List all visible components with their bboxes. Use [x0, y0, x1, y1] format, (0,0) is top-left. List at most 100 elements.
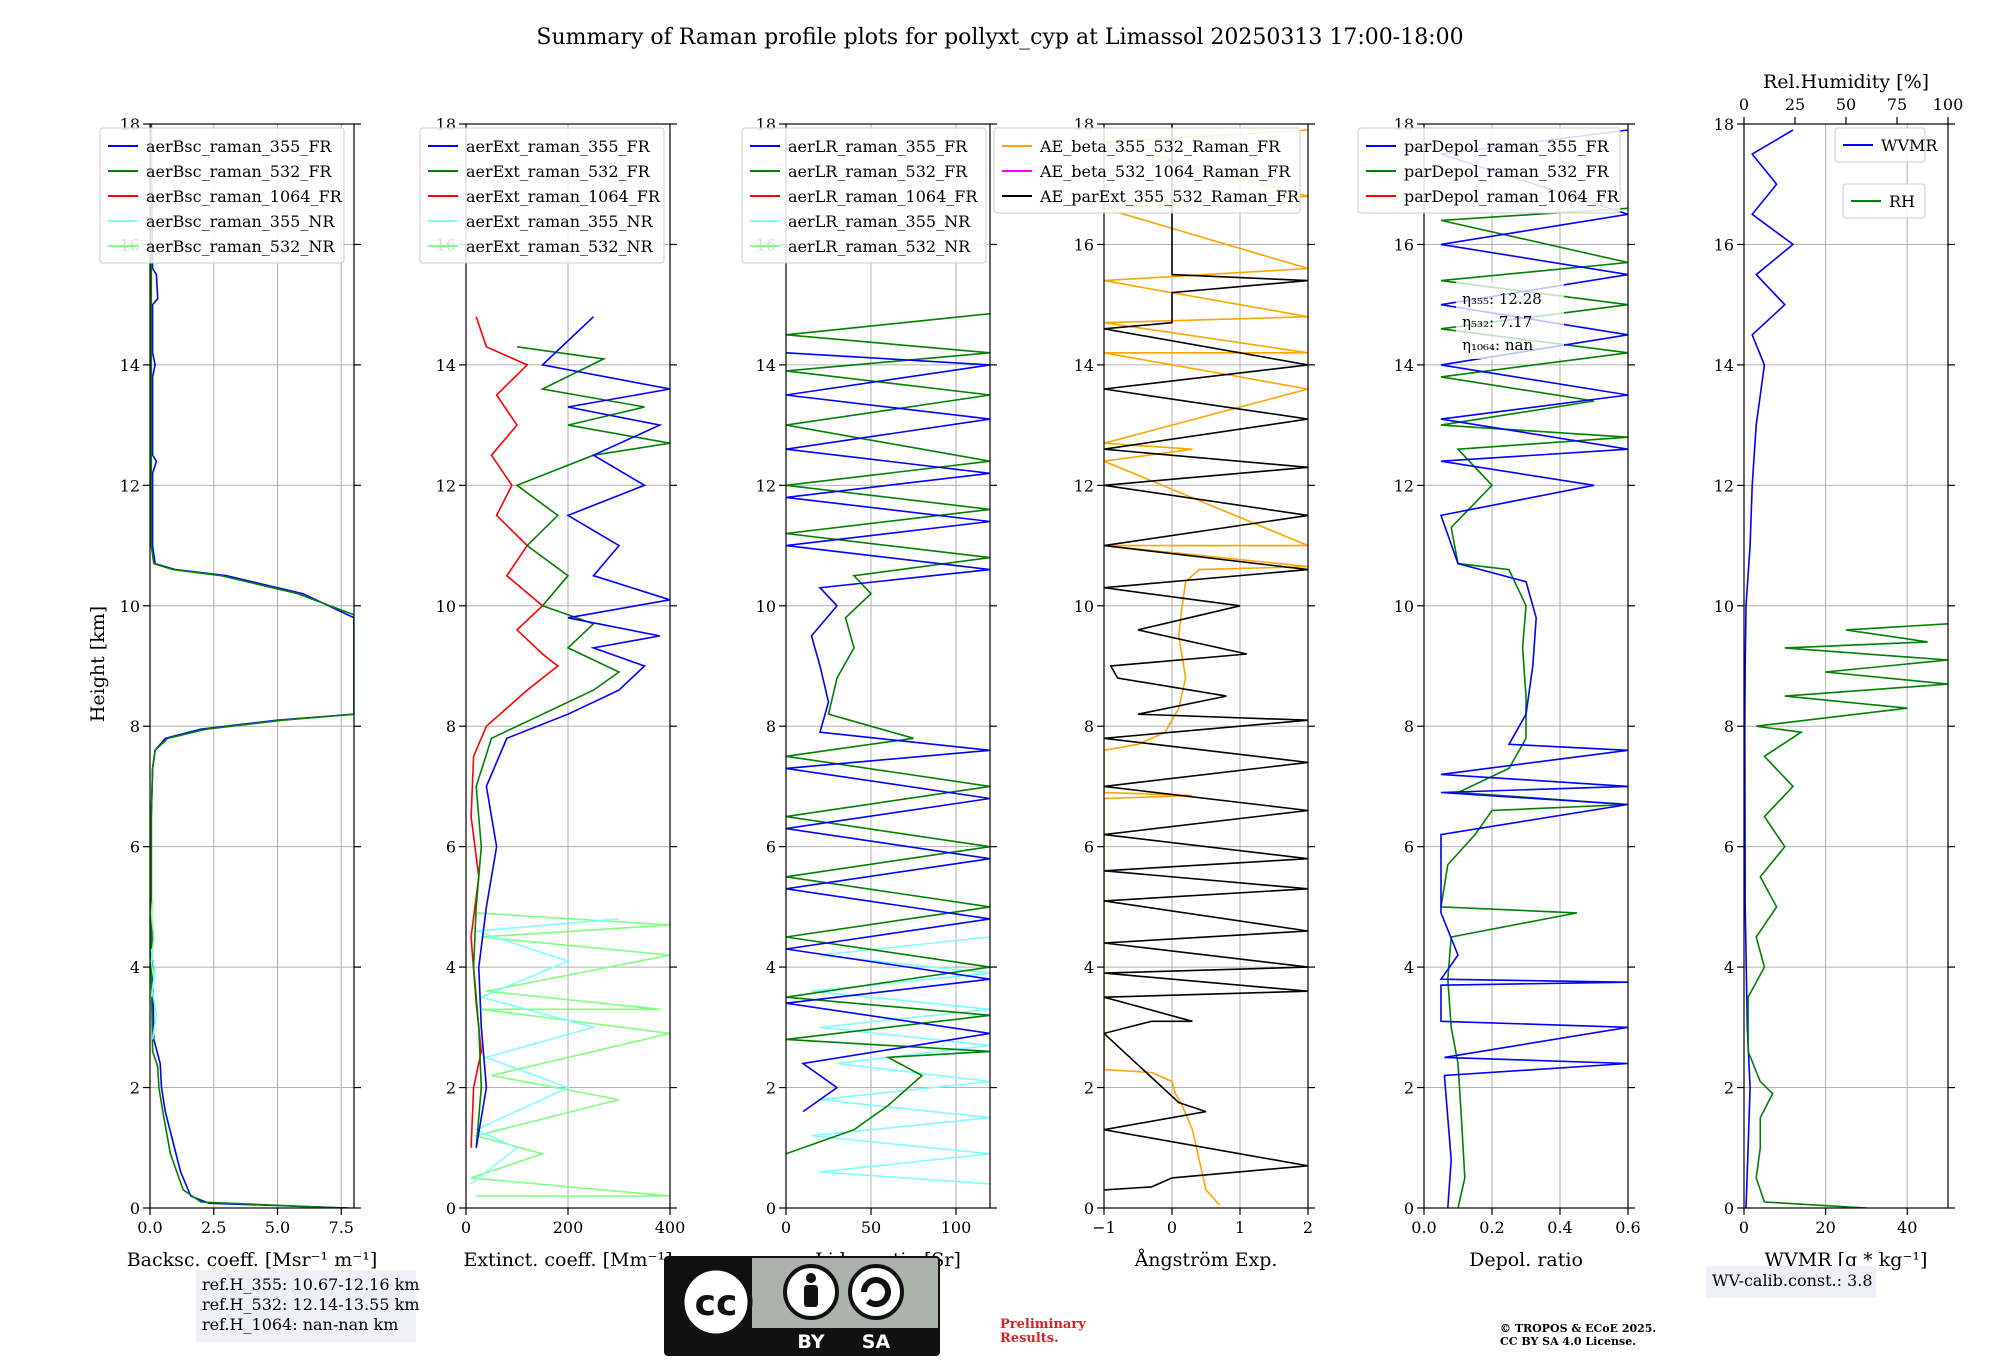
legend-label: aerExt_raman_532_FR: [466, 162, 651, 181]
series-aerBsc_raman_355_NR: [150, 948, 158, 1040]
annotation-box: [1706, 1266, 1876, 1298]
series-parDepol_raman_355_FR: [1439, 129, 1628, 1208]
y-tick-label: 2: [1404, 1079, 1414, 1098]
annotation-line: ref.H_532: 12.14-13.55 km: [202, 1295, 420, 1314]
x-tick-label: 1: [1235, 1218, 1245, 1237]
y-tick-label: 2: [130, 1079, 140, 1098]
series-aerExt_raman_355_FR: [475, 316, 670, 1148]
y-tick-label: 14: [1714, 356, 1734, 375]
x-tick-label: 5.0: [265, 1218, 290, 1237]
copyright-line-2: CC BY SA 4.0 License.: [1500, 1335, 1637, 1348]
series-aerExt_raman_532_FR: [472, 346, 670, 1148]
figure-title: Summary of Raman profile plots for polly…: [536, 25, 1463, 50]
preliminary-line-2: Results.: [1000, 1331, 1059, 1346]
y-tick-label: 4: [130, 958, 140, 977]
y-tick-label: 6: [1724, 838, 1734, 857]
eta-value: η₁₀₆₄: nan: [1462, 336, 1533, 354]
legend-label: aerExt_raman_1064_FR: [466, 187, 661, 206]
sa-label: SA: [862, 1331, 891, 1353]
legend-label: aerExt_raman_532_NR: [466, 237, 654, 256]
legend-box: [741, 127, 987, 264]
top-x-tick-label: 100: [1933, 95, 1964, 114]
preliminary-line-1: Preliminary: [1000, 1317, 1086, 1332]
x-tick-label: 0: [1167, 1218, 1177, 1237]
eta-textbox: [1456, 282, 1564, 359]
y-tick-label: 16: [1394, 235, 1414, 254]
eta-value: η₅₃₂: 7.17: [1462, 313, 1532, 331]
top-x-tick-label: 75: [1887, 95, 1907, 114]
x-tick-label: 400: [655, 1218, 686, 1237]
x-tick-label: 0: [1739, 1218, 1749, 1237]
legend-label: AE_beta_355_532_Raman_FR: [1039, 137, 1281, 156]
y-tick-label: 12: [1394, 476, 1414, 495]
legend-box-rh: [1842, 183, 1926, 219]
legend-label: WVMR: [1881, 136, 1938, 155]
series-aerBsc_raman_532_FR: [150, 124, 354, 1208]
legend-box: [419, 127, 665, 264]
x-tick-label: 0.0: [137, 1218, 162, 1237]
y-tick-label: 0: [766, 1199, 776, 1218]
cc-license-badge: cc BY SA: [664, 1256, 940, 1356]
y-axis-label: Height [km]: [87, 606, 109, 722]
legend-label: aerLR_raman_1064_FR: [788, 187, 978, 206]
legend-label: aerLR_raman_532_FR: [788, 162, 968, 181]
x-tick-label: 0.4: [1547, 1218, 1572, 1237]
x-tick-label: 0.2: [1479, 1218, 1504, 1237]
y-tick-label: 12: [436, 476, 456, 495]
y-tick-label: 2: [1724, 1079, 1734, 1098]
y-tick-label: 12: [756, 476, 776, 495]
y-tick-label: 10: [756, 597, 776, 616]
y-tick-label: 4: [766, 958, 776, 977]
legend-label: aerBsc_raman_532_FR: [146, 162, 332, 181]
y-tick-label: 4: [1724, 958, 1734, 977]
y-tick-label: 8: [766, 717, 776, 736]
y-tick-label: 8: [1724, 717, 1734, 736]
cc-logo-text: cc: [695, 1283, 738, 1324]
x-tick-label: 20: [1815, 1218, 1835, 1237]
y-tick-label: 12: [120, 476, 140, 495]
x-tick-label: 7.5: [329, 1218, 354, 1237]
top-x-tick-label: 50: [1836, 95, 1856, 114]
y-tick-label: 6: [130, 838, 140, 857]
x-tick-label: 0: [461, 1218, 471, 1237]
copyright-note: © TROPOS & ECoE 2025. CC BY SA 4.0 Licen…: [1500, 1322, 1700, 1348]
legend-label: aerLR_raman_532_NR: [788, 237, 971, 256]
y-tick-label: 8: [1084, 717, 1094, 736]
annotation-line: WV-calib.const.: 3.8: [1712, 1271, 1873, 1290]
y-tick-label: 18: [1714, 115, 1734, 134]
y-tick-label: 0: [1084, 1199, 1094, 1218]
x-axis-label: Depol. ratio: [1469, 1249, 1583, 1271]
legend-label: aerBsc_raman_355_NR: [146, 212, 335, 231]
x-tick-label: 0.6: [1615, 1218, 1640, 1237]
plot-frame: [1423, 123, 1629, 1209]
annotation-line: ref.H_355: 10.67-12.16 km: [202, 1275, 420, 1294]
legend-label: aerLR_raman_355_FR: [788, 137, 968, 156]
eta-value: η₃₅₅: 12.28: [1462, 290, 1542, 308]
cc-license-graphic: cc BY SA: [666, 1258, 938, 1354]
series-aerLR_raman_532_FR: [786, 312, 990, 1155]
x-axis-label: Ångström Exp.: [1134, 1249, 1278, 1271]
plot-frame: [149, 123, 355, 1209]
top-x-axis-label: Rel.Humidity [%]: [1763, 71, 1929, 93]
y-tick-label: 6: [766, 838, 776, 857]
legend-box: [1357, 127, 1621, 214]
y-tick-label: 16: [1714, 235, 1734, 254]
y-tick-label: 10: [1074, 597, 1094, 616]
y-tick-label: 2: [446, 1079, 456, 1098]
y-tick-label: 6: [1084, 838, 1094, 857]
legend-box-wvmr: [1834, 127, 1926, 163]
y-tick-label: 8: [446, 717, 456, 736]
series-aerLR_raman_355_FR: [786, 352, 990, 1113]
x-tick-label: 100: [941, 1218, 972, 1237]
y-tick-label: 10: [1394, 597, 1414, 616]
panel-6: 0 2 4 6 8 10 12 14 16 18 0 20 40 WVMR [g * kg⁻¹] 0 25 50…: [1706, 71, 1963, 1298]
legend-label: aerBsc_raman_355_FR: [146, 137, 332, 156]
annotation-box: [196, 1270, 416, 1342]
y-tick-label: 4: [1084, 958, 1094, 977]
top-x-tick-label: 25: [1785, 95, 1805, 114]
y-tick-label: 4: [446, 958, 456, 977]
legend-label: parDepol_raman_355_FR: [1404, 137, 1610, 156]
series-aerExt_raman_532_NR: [470, 912, 670, 1197]
